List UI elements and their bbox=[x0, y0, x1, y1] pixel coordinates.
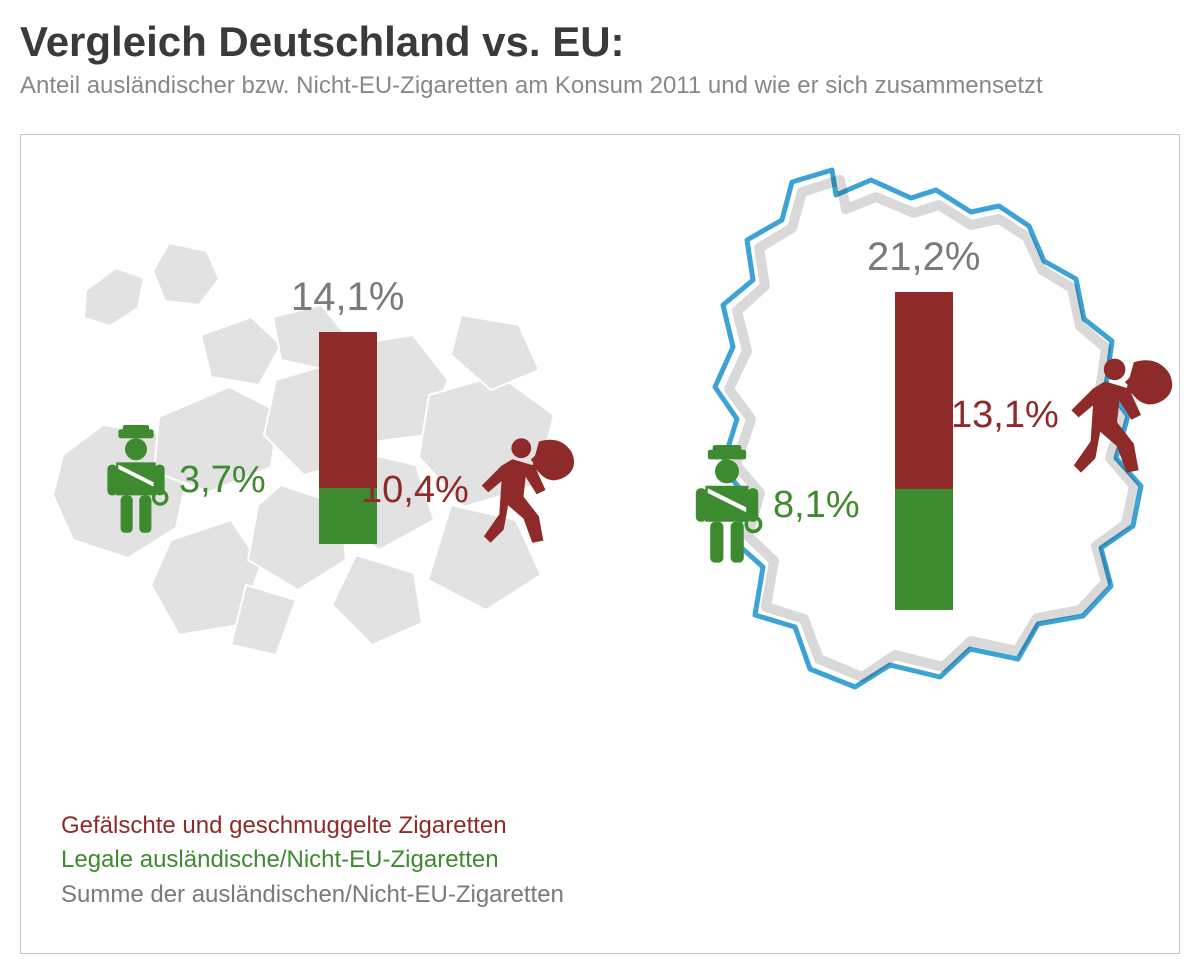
eu-illegal-block: 10,4% bbox=[361, 435, 579, 545]
legend-illegal: Gefälschte und geschmuggelte Zigaretten bbox=[61, 809, 564, 844]
de-legal-value: 8,1% bbox=[773, 484, 860, 527]
legend-legal: Legale ausländische/Nicht-EU-Zigaretten bbox=[61, 843, 564, 878]
de-illegal-value: 13,1% bbox=[951, 394, 1059, 437]
smuggler-icon bbox=[1069, 355, 1177, 475]
de-legal-block: 8,1% bbox=[691, 445, 860, 565]
guard-icon bbox=[691, 445, 763, 565]
de-stacked-bar bbox=[895, 292, 953, 610]
de-illegal-block: 13,1% bbox=[951, 355, 1177, 475]
smuggler-icon bbox=[479, 435, 579, 545]
page-title: Vergleich Deutschland vs. EU: bbox=[20, 18, 1180, 66]
region-eu: 14,1% bbox=[51, 225, 571, 685]
chart-panel: 14,1% bbox=[20, 134, 1180, 954]
chart-area: 14,1% bbox=[21, 135, 1179, 785]
de-bar-legal-segment bbox=[895, 489, 953, 611]
de-total-label: 21,2% bbox=[867, 235, 980, 280]
eu-legal-value: 3,7% bbox=[179, 459, 266, 502]
legend: Gefälschte und geschmuggelte Zigaretten … bbox=[61, 809, 564, 913]
eu-legal-block: 3,7% bbox=[103, 425, 266, 535]
page-subtitle: Anteil ausländischer bzw. Nicht-EU-Zigar… bbox=[20, 72, 1180, 100]
region-de: 21,2% bbox=[651, 165, 1151, 725]
header: Vergleich Deutschland vs. EU: Anteil aus… bbox=[0, 0, 1200, 110]
de-bar-illegal-segment bbox=[895, 292, 953, 489]
eu-illegal-value: 10,4% bbox=[361, 469, 469, 512]
eu-total-label: 14,1% bbox=[291, 275, 404, 320]
guard-icon bbox=[103, 425, 169, 535]
legend-total: Summe der ausländischen/Nicht-EU-Zigaret… bbox=[61, 878, 564, 913]
